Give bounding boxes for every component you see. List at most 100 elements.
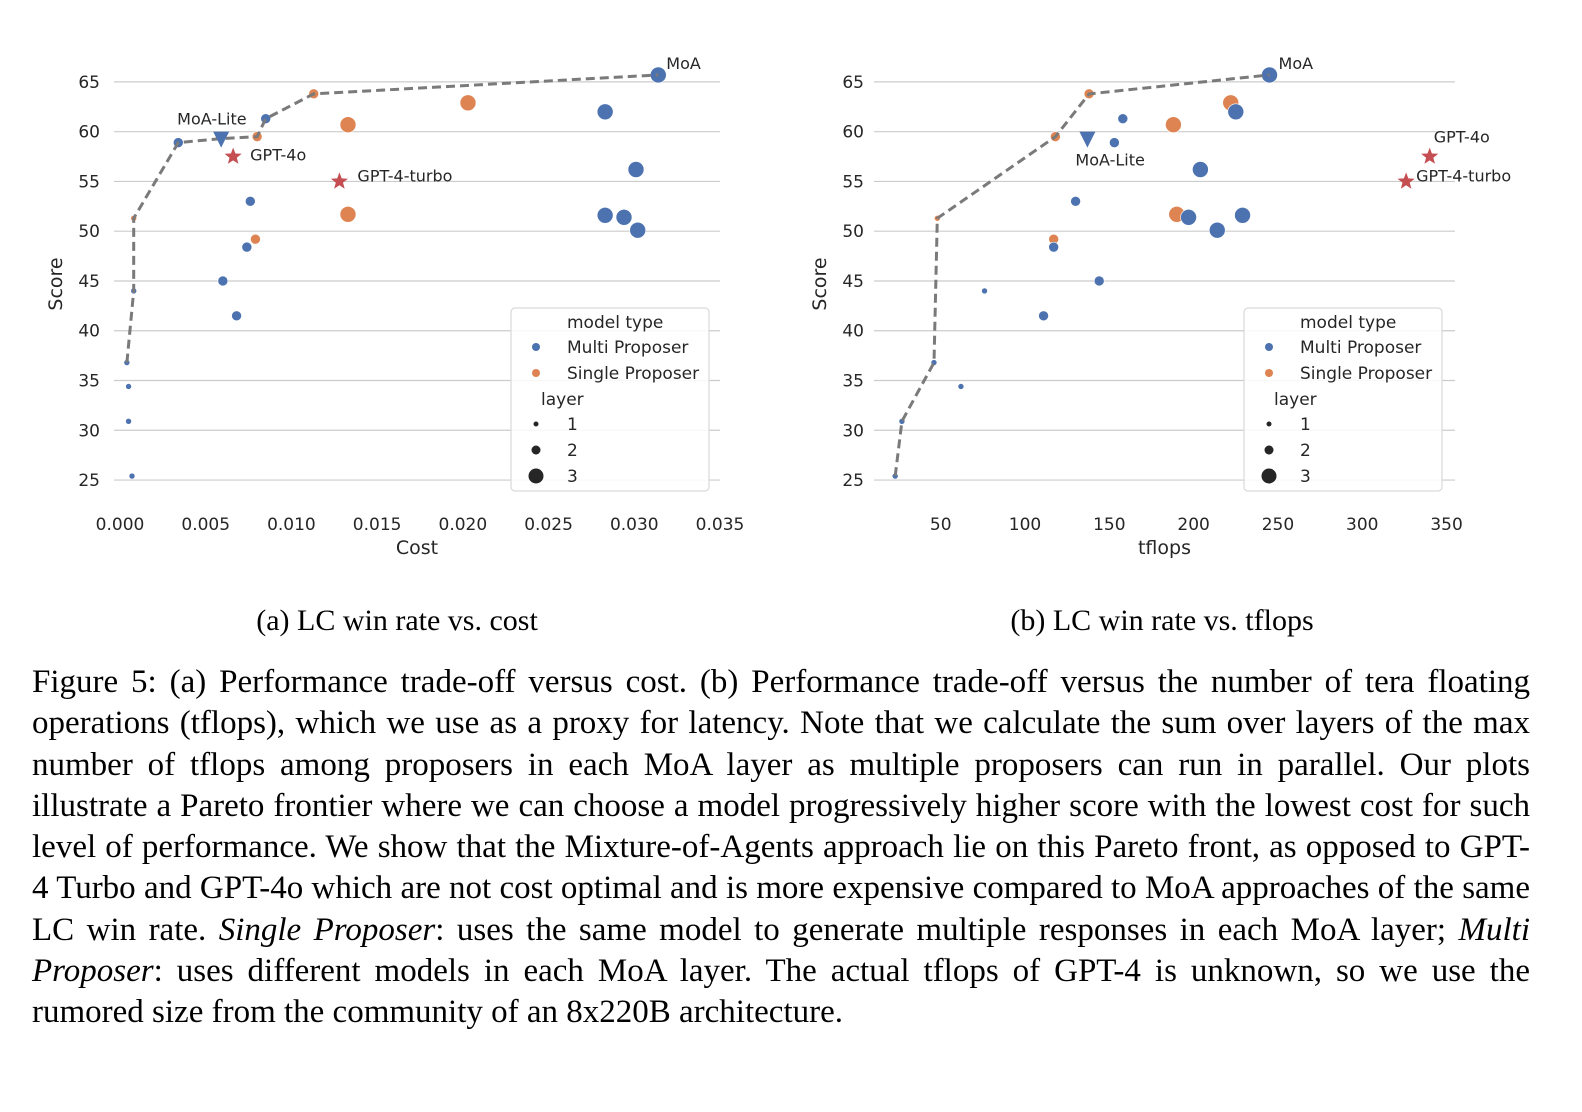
multi-proposer-point — [1048, 241, 1059, 253]
gpt-4-turbo-annotation: GPT-4-turbo — [1416, 166, 1511, 185]
multi-proposer-point — [1117, 113, 1129, 125]
moa-lite-annotation: MoA-Lite — [177, 110, 246, 129]
gpt-4-turbo-star-marker — [1397, 172, 1415, 189]
legend-label-layer-3: 3 — [1300, 467, 1311, 487]
multi-proposer-point — [1192, 161, 1209, 178]
panel-cost: 25 30 35 40 45 50 55 60 65 0.000 0.005 0.010 0.015 0.… — [45, 54, 744, 637]
legend-label-multi: Multi Proposer — [1300, 338, 1421, 358]
figure: 25 30 35 40 45 50 55 60 65 0.000 0.005 0.010 0.015 0.… — [45, 54, 1511, 637]
caption-lead: Figure 5: (a) Performance trade-off vers… — [32, 664, 1530, 948]
ytick-label-55: 55 — [78, 172, 100, 192]
multi-proposer-point — [241, 241, 253, 253]
panel-subcaption: (a) LC win rate vs. cost — [256, 604, 538, 637]
moa-lite-triangle-marker — [1079, 131, 1096, 148]
ytick-label-50: 50 — [78, 222, 100, 242]
ytick-label-30: 30 — [842, 421, 864, 441]
y-axis-title: Score — [809, 257, 831, 310]
multi-proposer-point — [128, 472, 136, 480]
multi-proposer-point — [125, 418, 132, 425]
multi-proposer-point — [231, 310, 242, 322]
legend-marker-layer-1 — [533, 421, 539, 427]
ytick-label-50: 50 — [842, 222, 864, 242]
gpt-4o-star-marker — [1421, 147, 1439, 164]
ytick-label-35: 35 — [842, 372, 864, 392]
xtick-label-150: 150 — [1093, 515, 1125, 535]
xtick-label-50: 50 — [930, 515, 952, 535]
multi-proposer-point — [629, 221, 647, 239]
single-proposer-point — [1165, 116, 1182, 134]
xtick-label-350: 350 — [1430, 515, 1462, 535]
ytick-label-25: 25 — [78, 471, 100, 491]
xtick-label-0.030: 0.030 — [610, 515, 659, 535]
legend-title-layer: layer — [1274, 390, 1317, 410]
legend-marker-layer-3 — [528, 468, 544, 484]
multi-proposer-point — [244, 196, 256, 207]
gpt-4o-star-marker — [224, 147, 242, 164]
ytick-label-30: 30 — [78, 421, 100, 441]
multi-proposer-point — [125, 383, 132, 390]
moa-annotation: MoA — [666, 54, 701, 73]
multi-proposer-point — [1234, 206, 1251, 224]
xtick-label-0.020: 0.020 — [439, 515, 488, 535]
xtick-label-200: 200 — [1177, 515, 1209, 535]
xtick-label-250: 250 — [1262, 515, 1294, 535]
ytick-label-60: 60 — [842, 123, 864, 143]
ytick-label-60: 60 — [78, 123, 100, 143]
legend-marker-single — [1265, 369, 1273, 377]
xtick-label-0.010: 0.010 — [267, 515, 316, 535]
x-axis-title: tflops — [1138, 537, 1191, 559]
single-proposer-point — [339, 116, 357, 134]
y-axis-title: Score — [45, 257, 67, 310]
ytick-label-65: 65 — [842, 73, 864, 93]
ytick-label-45: 45 — [78, 272, 100, 292]
gpt-4o-annotation: GPT-4o — [250, 146, 306, 165]
multi-proposer-point — [1208, 221, 1226, 239]
legend-marker-multi — [1265, 343, 1273, 351]
single-proposer-point — [250, 233, 261, 245]
moa-lite-annotation: MoA-Lite — [1075, 151, 1144, 170]
ytick-label-35: 35 — [78, 372, 100, 392]
legend-title-model-type: model type — [567, 313, 663, 333]
ytick-label-40: 40 — [842, 322, 864, 342]
panel-subcaption: (b) LC win rate vs. tflops — [1010, 604, 1313, 637]
multi-proposer-point — [1093, 275, 1105, 287]
x-axis-title: Cost — [396, 537, 438, 559]
pareto-frontier-line — [125, 73, 659, 363]
ytick-label-65: 65 — [78, 73, 100, 93]
multi-proposer-point — [596, 206, 614, 224]
legend-box — [510, 307, 710, 492]
single-proposer-point — [459, 94, 477, 112]
gpt-4-turbo-star-marker — [330, 172, 348, 189]
legend-marker-layer-1 — [1266, 421, 1272, 427]
moa-lite-triangle-marker — [213, 131, 230, 148]
xtick-label-100: 100 — [1009, 515, 1041, 535]
legend-box — [1243, 307, 1443, 492]
legend-marker-layer-2 — [531, 445, 541, 455]
gpt-4-turbo-annotation: GPT-4-turbo — [357, 166, 452, 185]
ytick-label-45: 45 — [842, 272, 864, 292]
pareto-frontier-line — [893, 73, 1270, 477]
multi-proposer-point — [596, 103, 614, 121]
figure-caption: Figure 5: (a) Performance trade-off vers… — [32, 662, 1530, 1034]
legend-marker-layer-2 — [1264, 445, 1274, 455]
xtick-label-0.005: 0.005 — [181, 515, 230, 535]
xtick-label-0.025: 0.025 — [524, 515, 573, 535]
legend-marker-multi — [532, 343, 540, 351]
legend-title-model-type: model type — [1300, 313, 1396, 333]
legend-label-layer-3: 3 — [567, 467, 578, 487]
legend-label-layer-1: 1 — [1300, 415, 1311, 435]
legend-title-layer: layer — [541, 390, 584, 410]
xtick-label-0.015: 0.015 — [353, 515, 402, 535]
ytick-label-25: 25 — [842, 471, 864, 491]
ytick-label-40: 40 — [78, 322, 100, 342]
multi-proposer-point — [1261, 66, 1278, 84]
xtick-label-300: 300 — [1346, 515, 1378, 535]
multi-proposer-point — [1227, 103, 1245, 121]
caption-def-single: : uses the same model to generate multip… — [435, 911, 1459, 948]
multi-proposer-point — [1070, 196, 1081, 207]
xtick-label-0.035: 0.035 — [696, 515, 745, 535]
caption-term-single: Single Proposer — [218, 911, 436, 948]
legend-label-layer-1: 1 — [567, 415, 578, 435]
caption-term-multi: Multi Proposer — [32, 911, 1530, 990]
legend-label-layer-2: 2 — [1300, 441, 1311, 461]
